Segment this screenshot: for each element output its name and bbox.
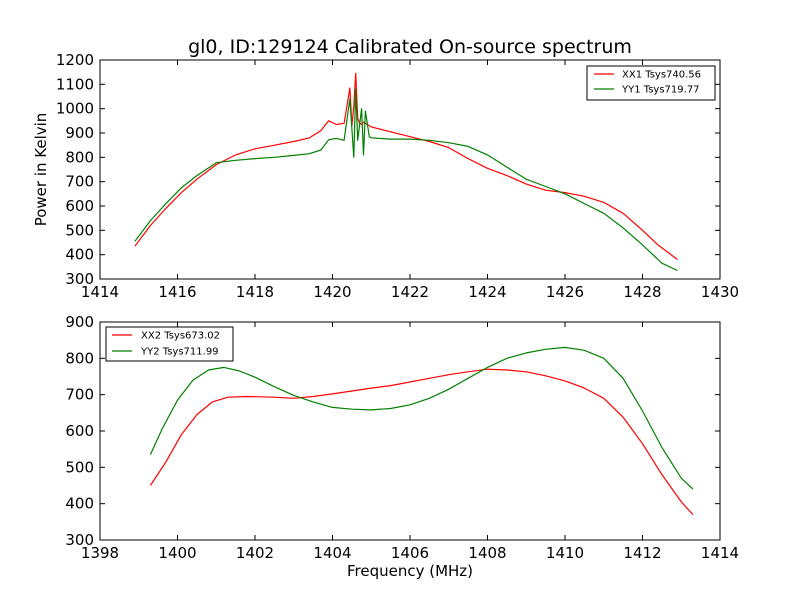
top-series-line-1 [134, 88, 678, 272]
top-y-tick-label: 900 [65, 124, 94, 142]
top-y-tick-label: 700 [65, 173, 94, 191]
top-legend: XX1 Tsys740.56 YY1 Tsys719.77 [586, 65, 716, 101]
top-legend-label-xx1: XX1 Tsys740.56 [622, 70, 701, 81]
top-y-tick-label: 600 [65, 197, 94, 215]
top-x-tick-label: 1428 [623, 283, 661, 301]
bottom-legend-label-yy2: YY2 Tsys711.99 [140, 347, 219, 358]
bottom-x-tick-label: 1410 [546, 544, 584, 562]
bottom-spectrum-panel: 1398 1400 1402 1404 1406 1408 1410 1412 1414 300 4… [65, 313, 739, 580]
top-y-tick-label: 400 [65, 246, 94, 264]
top-x-tick-label: 1416 [158, 283, 196, 301]
bottom-y-tick-label: 300 [65, 531, 94, 549]
bottom-y-tick-label: 800 [65, 349, 94, 367]
top-x-tick-label: 1430 [701, 283, 739, 301]
top-x-tick-label: 1420 [313, 283, 351, 301]
bottom-x-tick-label: 1414 [701, 544, 739, 562]
top-y-tick-label: 500 [65, 221, 94, 239]
bottom-series-line-0 [149, 368, 694, 516]
bottom-x-tick-label: 1400 [158, 544, 196, 562]
top-x-tick-label: 1422 [391, 283, 429, 301]
top-x-tick-label: 1414 [81, 283, 119, 301]
top-y-tick-label: 1200 [56, 51, 94, 69]
top-legend-label-yy1: YY1 Tsys719.77 [621, 85, 700, 96]
top-y-axis-label: Power in Kelvin [32, 113, 50, 227]
bottom-y-tick-label: 400 [65, 495, 94, 513]
top-legend-box [586, 65, 716, 101]
bottom-legend: XX2 Tsys673.02 YY2 Tsys711.99 [105, 326, 234, 362]
bottom-plot-frame [99, 321, 721, 541]
bottom-series-layer [149, 346, 694, 516]
figure-title: gl0, ID:129124 Calibrated On-source spec… [188, 36, 632, 58]
x-axis-label: Frequency (MHz) [347, 562, 473, 580]
top-y-tick-label: 1000 [56, 100, 94, 118]
bottom-legend-box [105, 326, 234, 362]
bottom-x-tick-label: 1412 [623, 544, 661, 562]
bottom-y-tick-label: 900 [65, 313, 94, 331]
top-y-tick-label: 300 [65, 270, 94, 288]
bottom-y-tick-label: 600 [65, 422, 94, 440]
top-series-layer [134, 72, 678, 272]
top-y-tick-label: 800 [65, 148, 94, 166]
bottom-x-tick-label: 1402 [236, 544, 274, 562]
bottom-tick-labels: 1398 1400 1402 1404 1406 1408 1410 1412 1414 300 4… [65, 313, 739, 562]
bottom-series-line-1 [149, 346, 694, 490]
bottom-y-tick-label: 700 [65, 386, 94, 404]
bottom-x-tick-label: 1406 [391, 544, 429, 562]
bottom-legend-label-xx2: XX2 Tsys673.02 [141, 331, 220, 342]
bottom-y-tick-label: 500 [65, 458, 94, 476]
top-tick-labels: 1414 1416 1418 1420 1422 1424 1426 1428 1430 300 4… [56, 51, 739, 301]
top-y-tick-label: 1100 [56, 75, 94, 93]
top-x-tick-label: 1424 [468, 283, 506, 301]
bottom-x-tick-label: 1404 [313, 544, 351, 562]
bottom-x-tick-label: 1398 [81, 544, 119, 562]
bottom-x-tick-label: 1408 [468, 544, 506, 562]
top-x-tick-label: 1418 [236, 283, 274, 301]
top-spectrum-panel: 1414 1416 1418 1420 1422 1424 1426 1428 1430 300 4… [32, 51, 739, 301]
top-x-tick-label: 1426 [546, 283, 584, 301]
top-plot-frame [99, 59, 721, 280]
